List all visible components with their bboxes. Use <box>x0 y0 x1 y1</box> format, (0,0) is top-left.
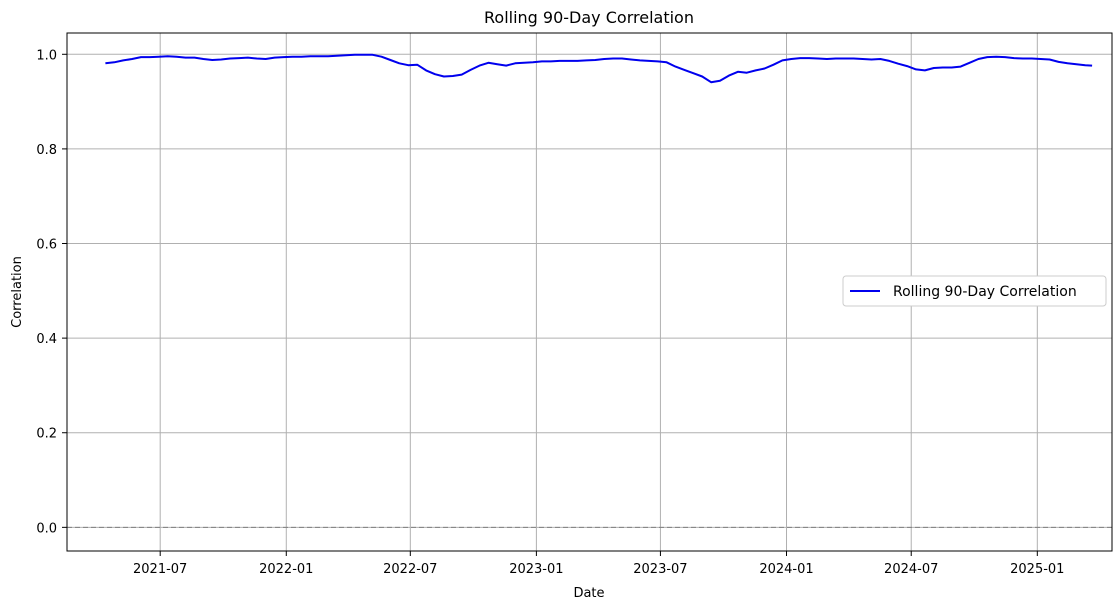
x-tick-label: 2024-07 <box>884 562 938 577</box>
y-axis-ticks: 0.0 0.2 0.4 0.6 0.8 1.0 <box>36 48 67 536</box>
x-axis-title: Date <box>573 586 604 601</box>
y-tick-label: 0.8 <box>36 143 57 158</box>
y-tick-label: 0.6 <box>36 238 57 253</box>
legend-box <box>842 275 1107 307</box>
x-axis-ticks: 2021-07 2022-01 2022-07 2023-01 2023-07 2024-… <box>133 551 1064 577</box>
y-axis-title: Correlation <box>10 256 25 328</box>
series-layer <box>105 53 1093 84</box>
x-tick-label: 2021-07 <box>133 562 187 577</box>
chart-title: Rolling 90-Day Correlation <box>484 8 694 27</box>
y-tick-label: 0.2 <box>36 427 57 442</box>
plot-area-frame <box>66 32 1113 552</box>
x-tick-label: 2025-01 <box>1010 562 1064 577</box>
x-tick-label: 2023-01 <box>509 562 563 577</box>
grid-lines <box>67 33 1112 551</box>
series-line <box>105 53 1093 84</box>
x-tick-label: 2022-01 <box>259 562 313 577</box>
y-tick-label: 0.0 <box>36 521 57 536</box>
x-tick-label: 2023-07 <box>633 562 687 577</box>
y-tick-label: 1.0 <box>36 48 57 63</box>
x-tick-label: 2022-07 <box>383 562 437 577</box>
legend: Rolling 90-Day Correlation <box>842 275 1107 307</box>
x-tick-label: 2024-01 <box>759 562 813 577</box>
legend-label: Rolling 90-Day Correlation <box>893 284 1077 300</box>
y-tick-label: 0.4 <box>36 332 57 347</box>
